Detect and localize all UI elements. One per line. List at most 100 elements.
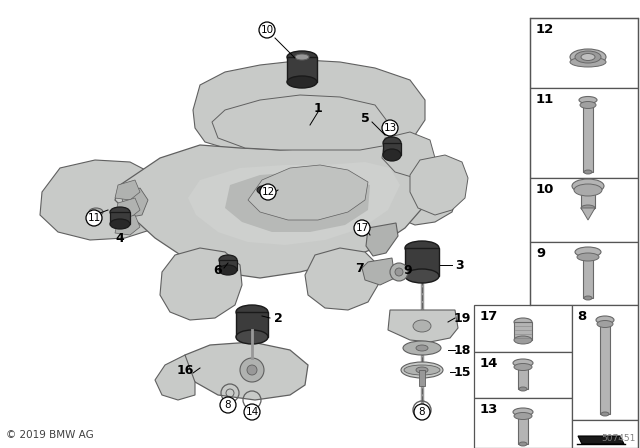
Polygon shape <box>122 188 148 218</box>
Ellipse shape <box>601 412 609 416</box>
Ellipse shape <box>597 320 613 327</box>
Ellipse shape <box>89 208 103 216</box>
Bar <box>583 102 593 172</box>
Text: 10: 10 <box>260 25 273 35</box>
Text: © 2019 BMW AG: © 2019 BMW AG <box>6 430 93 440</box>
Text: 13: 13 <box>383 123 397 133</box>
Circle shape <box>354 220 370 236</box>
Ellipse shape <box>514 318 532 326</box>
Ellipse shape <box>287 51 317 63</box>
Text: 17: 17 <box>480 310 499 323</box>
Ellipse shape <box>110 219 130 229</box>
Text: 9: 9 <box>404 263 412 276</box>
Ellipse shape <box>405 269 439 283</box>
Polygon shape <box>305 248 378 310</box>
Text: 8: 8 <box>577 310 586 323</box>
Circle shape <box>390 263 408 281</box>
Ellipse shape <box>401 362 443 378</box>
Polygon shape <box>160 248 242 320</box>
Ellipse shape <box>383 137 401 149</box>
Ellipse shape <box>580 102 596 108</box>
Ellipse shape <box>236 305 268 319</box>
Bar <box>530 18 638 88</box>
Ellipse shape <box>577 253 599 261</box>
Polygon shape <box>115 215 140 235</box>
Polygon shape <box>366 223 398 256</box>
Polygon shape <box>212 95 390 150</box>
Text: 3: 3 <box>456 258 464 271</box>
Text: 4: 4 <box>116 232 124 245</box>
Ellipse shape <box>513 359 533 367</box>
Ellipse shape <box>413 320 431 332</box>
Ellipse shape <box>514 363 532 370</box>
Ellipse shape <box>519 442 527 446</box>
Text: 1: 1 <box>314 102 323 115</box>
Bar <box>530 178 638 242</box>
Ellipse shape <box>574 184 602 196</box>
Text: 13: 13 <box>480 403 499 416</box>
Ellipse shape <box>575 247 601 257</box>
Circle shape <box>395 268 403 276</box>
Text: 7: 7 <box>356 262 364 275</box>
Ellipse shape <box>514 336 532 344</box>
Polygon shape <box>581 208 595 220</box>
Ellipse shape <box>572 179 604 193</box>
Ellipse shape <box>383 149 401 161</box>
Circle shape <box>382 120 398 136</box>
Bar <box>419 370 425 386</box>
Polygon shape <box>182 342 308 400</box>
Bar <box>583 254 593 298</box>
Ellipse shape <box>570 49 606 65</box>
Text: 9: 9 <box>536 247 545 260</box>
Text: 6: 6 <box>214 263 222 276</box>
Ellipse shape <box>584 170 592 174</box>
Bar <box>92 212 100 220</box>
Polygon shape <box>382 132 435 178</box>
Polygon shape <box>115 180 140 200</box>
Text: 19: 19 <box>453 311 470 324</box>
Ellipse shape <box>236 330 268 344</box>
Bar <box>572 305 638 420</box>
Polygon shape <box>225 172 370 232</box>
Text: 16: 16 <box>176 363 194 376</box>
Circle shape <box>220 397 236 413</box>
Circle shape <box>244 404 260 420</box>
Text: 14: 14 <box>480 357 499 370</box>
Ellipse shape <box>403 341 441 355</box>
Bar <box>518 414 528 444</box>
Text: 17: 17 <box>355 223 369 233</box>
Ellipse shape <box>519 387 527 391</box>
Ellipse shape <box>579 96 597 103</box>
Bar <box>110 212 130 224</box>
Bar <box>474 352 572 398</box>
Text: 18: 18 <box>453 344 470 357</box>
Bar <box>600 322 610 414</box>
Bar <box>474 398 572 448</box>
Bar <box>518 365 528 389</box>
Polygon shape <box>155 355 195 400</box>
Circle shape <box>86 210 102 226</box>
Text: 14: 14 <box>245 407 259 417</box>
Bar <box>572 420 638 448</box>
Ellipse shape <box>584 296 592 300</box>
Ellipse shape <box>219 265 237 275</box>
Circle shape <box>259 22 275 38</box>
Ellipse shape <box>257 185 273 194</box>
Polygon shape <box>410 155 468 215</box>
Ellipse shape <box>416 367 428 373</box>
Circle shape <box>260 184 276 200</box>
Polygon shape <box>193 60 425 150</box>
Bar <box>530 88 638 178</box>
Ellipse shape <box>295 54 309 60</box>
Circle shape <box>240 358 264 382</box>
Polygon shape <box>40 160 165 240</box>
Text: 10: 10 <box>536 183 554 196</box>
Bar <box>405 248 439 276</box>
Ellipse shape <box>513 408 533 416</box>
Ellipse shape <box>416 345 428 351</box>
Text: 507451: 507451 <box>602 434 636 443</box>
Text: 12: 12 <box>261 187 275 197</box>
Polygon shape <box>188 162 400 245</box>
Text: 15: 15 <box>453 366 471 379</box>
Circle shape <box>414 404 430 420</box>
